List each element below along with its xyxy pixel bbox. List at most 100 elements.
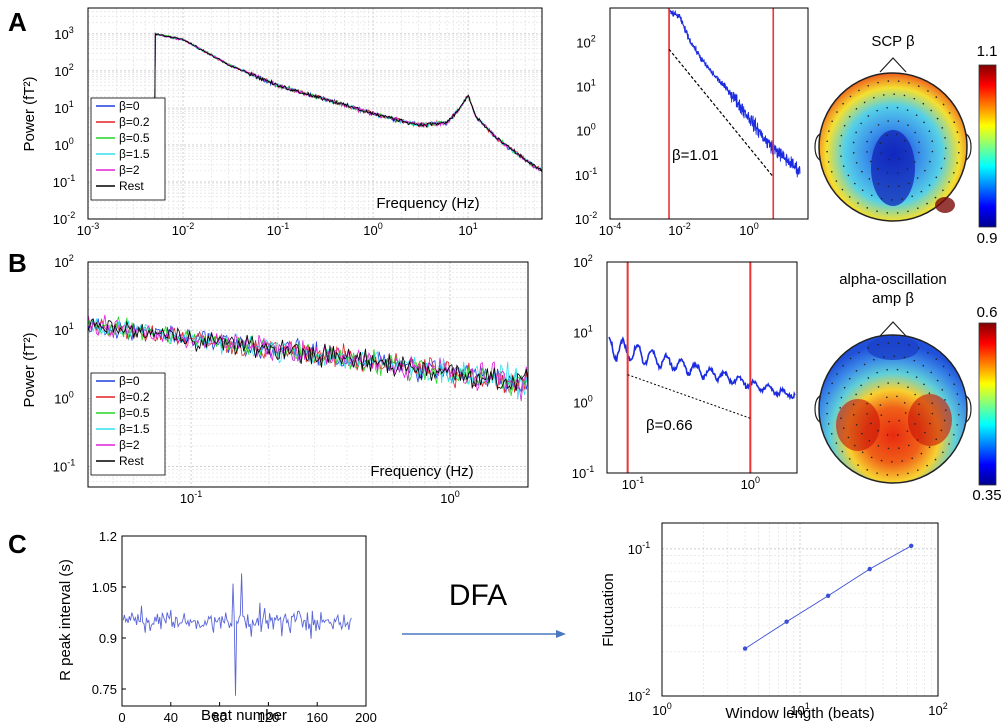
sensor-dot: [942, 365, 945, 368]
sensor-dot: [928, 184, 931, 186]
y-tick-label: 103: [54, 25, 73, 42]
sensor-dot: [934, 196, 937, 199]
sensor-dot: [831, 382, 833, 385]
sensor-dot: [867, 377, 870, 379]
sensor-dot: [916, 439, 919, 441]
y-tick-label: 101: [54, 99, 73, 116]
y-axis-label: Fluctuation: [600, 573, 617, 646]
x-tick-label: 80: [212, 710, 226, 722]
sensor-dot: [948, 181, 950, 183]
y-tick-label: 100: [54, 389, 73, 406]
x-tick-label: 120: [258, 710, 280, 722]
legend-entry: β=0.2: [119, 390, 150, 404]
sensor-dot: [920, 190, 923, 193]
sensor-dot: [923, 383, 925, 386]
legend-box: [90, 97, 166, 201]
sensor-dot: [840, 134, 843, 137]
sensor-dot: [855, 108, 858, 110]
sensor-dot: [880, 152, 883, 154]
sensor-dot: [903, 140, 906, 142]
beta-annotation: β=0.66: [646, 417, 693, 434]
y-tick-label: 10-1: [628, 540, 650, 557]
sensor-dot: [828, 130, 830, 132]
sensor-dot: [840, 155, 842, 157]
sensor-dot: [848, 458, 851, 460]
y-tick-label: 0.75: [92, 682, 117, 697]
sensor-dot: [855, 161, 858, 164]
panel-c-interval-chart: 0 40 80 120 160 200 0.75 0.9 1.05 1.2 Beat number R…: [57, 529, 377, 722]
y-tick-label: 10-1: [53, 173, 75, 190]
y-tick-label: 10-1: [53, 457, 75, 474]
y-axis-label: Power (fT²): [21, 76, 38, 151]
sensor-dot: [849, 95, 852, 98]
y-tick-label: 10-2: [575, 210, 597, 227]
panel-b-spectrum-chart: 10-1 100 10-1 100 101 102 Frequency (Hz) Power …: [21, 253, 529, 506]
sensor-dot: [931, 150, 934, 153]
sensor-dot: [857, 202, 859, 204]
sensor-dot: [860, 384, 862, 387]
sensor-dot: [917, 347, 920, 349]
sensor-dot: [906, 371, 909, 373]
sensor-dot: [854, 182, 856, 185]
sensor-dot: [914, 161, 916, 163]
sensor-dot: [852, 414, 855, 416]
sensor-dot: [852, 152, 855, 154]
x-tick-label: 102: [928, 701, 947, 718]
sensor-dot: [867, 346, 869, 349]
sensor-dot: [870, 160, 872, 163]
sensor-dot: [911, 195, 913, 198]
sensor-dot: [940, 429, 943, 432]
panel-b-fit-chart: 10-1 100 10-1 100 101 102 β=0.66: [572, 253, 798, 492]
sensor-dot: [847, 436, 850, 439]
sensor-dot: [956, 424, 958, 426]
sensor-dot: [861, 432, 863, 435]
sensor-dot: [877, 124, 880, 126]
sensor-dot: [868, 178, 871, 180]
sensor-dot: [904, 412, 907, 414]
sensor-dot: [858, 89, 860, 92]
sensor-dot: [913, 97, 916, 100]
sensor-dot: [866, 207, 869, 209]
sensor-dot: [953, 171, 955, 174]
sensor-dot: [877, 445, 880, 447]
plot-frame: [87, 261, 529, 488]
sensor-dot: [958, 403, 960, 406]
sensor-dot: [886, 434, 889, 436]
sensor-dot: [930, 109, 932, 112]
topomap-b: alpha-oscillation amp β: [814, 271, 972, 484]
topomap-b-blob: [908, 394, 952, 446]
x-tick-label: 101: [458, 221, 477, 238]
spectrum-series-line: [153, 32, 542, 172]
sensor-dot: [893, 355, 895, 357]
y-tick-label: 10-1: [575, 166, 597, 183]
sensor-dot: [907, 210, 909, 213]
y-tick-label: 100: [54, 136, 73, 153]
sensor-dot: [897, 382, 900, 384]
sensor-dot: [916, 177, 919, 179]
topomap-b-blob: [836, 399, 880, 451]
topomap-b-nose: [879, 321, 907, 337]
sensor-dot: [888, 158, 890, 161]
sensor-dot: [904, 150, 907, 152]
legend-entry: β=0.5: [119, 406, 150, 420]
topomap-a: SCP β: [814, 33, 972, 222]
sensor-dot: [842, 427, 845, 429]
x-tick-label: 100: [363, 221, 382, 238]
y-tick-label: 1.05: [92, 580, 117, 595]
sensor-dot: [880, 414, 883, 416]
sensor-dot: [943, 157, 946, 160]
sensor-dot: [917, 469, 919, 472]
sensor-dot: [842, 364, 844, 367]
sensor-dot: [903, 356, 906, 359]
sensor-dot: [906, 168, 909, 170]
sensor-dot: [870, 422, 872, 425]
colorbar-b-max: 0.6: [977, 304, 998, 321]
sensor-dot: [830, 433, 833, 435]
dfa-point: [742, 646, 748, 651]
sensor-dot: [877, 168, 879, 170]
sensor-dot: [918, 403, 920, 405]
sensor-dot: [836, 111, 838, 113]
sensor-dot: [828, 392, 830, 394]
sensor-dot: [826, 140, 828, 143]
sensor-dot: [861, 170, 863, 173]
